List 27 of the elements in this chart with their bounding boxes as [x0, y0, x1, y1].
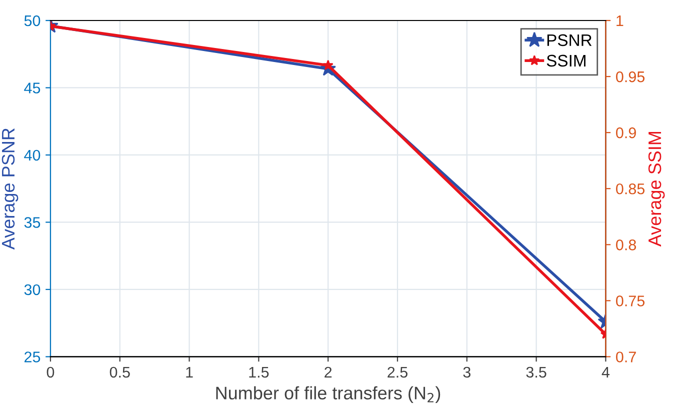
y-tick-label: 30 [24, 284, 40, 296]
legend-label: PSNR [547, 34, 592, 46]
y-tick-label: 40 [24, 150, 40, 161]
x-tick-label: 0.5 [110, 366, 130, 378]
y2-tick-label: 1 [616, 16, 624, 26]
x-tick-label: 4 [602, 366, 610, 378]
x-tick-label: 3 [463, 366, 470, 378]
x-tick-label: 2.5 [388, 366, 408, 378]
y2-tick-label: 0.7 [616, 352, 636, 362]
y2-tick-label: 0.75 [616, 296, 645, 306]
x-tick-label: 3.5 [526, 366, 546, 378]
y2-axis-title: Average SSIM [648, 132, 665, 247]
y-tick-label: 35 [24, 217, 40, 228]
y2-tick-label: 0.8 [616, 240, 636, 250]
y2-tick-label: 0.95 [616, 71, 645, 82]
y-axis-title: Average PSNR [2, 128, 18, 250]
x-tick-label: 2 [324, 366, 332, 378]
x-tick-label: 0 [46, 366, 54, 378]
y-tick-label: 45 [24, 82, 40, 94]
x-tick-label: 1.5 [249, 366, 269, 378]
legend-label: SSIM [546, 54, 586, 67]
y2-tick-label: 0.9 [616, 127, 636, 138]
x-axis-title: Number of file transfers (N$_{2}$) [216, 386, 440, 404]
y-tick-label: 50 [24, 15, 40, 26]
y-tick-label: 25 [24, 352, 40, 362]
x-tick-label: 1 [186, 366, 193, 378]
y2-tick-label: 0.85 [616, 183, 645, 194]
